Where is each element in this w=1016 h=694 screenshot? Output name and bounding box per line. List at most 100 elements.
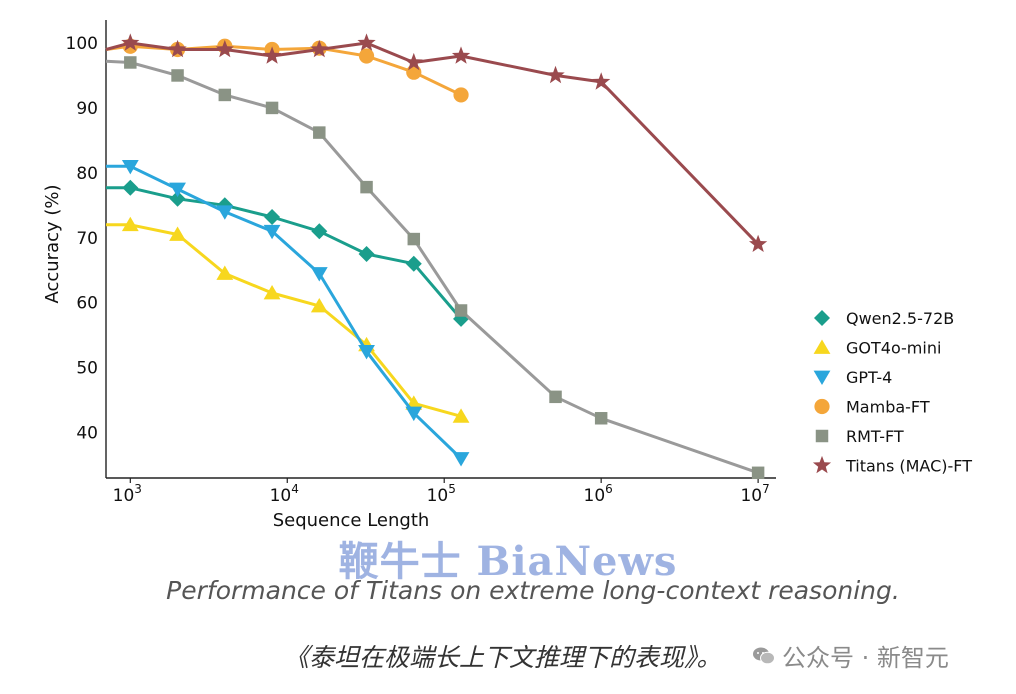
data-point: [592, 72, 611, 90]
data-point: [405, 406, 423, 422]
y-tick-label: 40: [76, 424, 98, 444]
data-point: [358, 48, 375, 64]
series-got4o-mini: [106, 216, 470, 423]
series-rmt-ft: [105, 56, 765, 480]
data-point: [310, 297, 328, 313]
data-point: [357, 33, 376, 51]
x-tick-label: 106: [584, 482, 613, 506]
data-point: [594, 412, 608, 425]
y-tick-label: 50: [76, 359, 98, 379]
data-point: [264, 208, 281, 225]
y-tick-label: 80: [76, 164, 98, 184]
data-point: [216, 265, 234, 280]
data-point: [263, 224, 281, 240]
x-tick-label: 105: [427, 482, 456, 506]
data-point: [405, 255, 422, 272]
wechat-icon: [753, 647, 775, 664]
data-point: [406, 64, 422, 80]
data-point: [121, 216, 139, 232]
x-tick-label: 107: [740, 482, 769, 506]
data-point: [360, 180, 373, 194]
legend-label: Titans (MAC)-FT: [845, 457, 972, 476]
legend-marker: [812, 455, 832, 474]
legend-label: Mamba-FT: [846, 398, 930, 417]
series-titans-mac-ft: [105, 33, 768, 252]
legend-item: Mamba-FT: [814, 398, 930, 417]
legend-marker: [813, 370, 831, 385]
data-point: [358, 344, 375, 360]
series-line: [105, 59, 759, 475]
x-tick-label: 103: [113, 482, 142, 506]
wechat-account: 公众号 · 新智元: [752, 638, 949, 673]
data-point: [404, 52, 423, 71]
x-tick-base: 10: [270, 486, 292, 506]
x-axis-title: Sequence Length: [273, 510, 430, 531]
watermark: 鞭牛士 BiaNews: [338, 538, 678, 585]
x-tick-base: 10: [584, 486, 606, 506]
y-axis-title: Accuracy (%): [42, 184, 63, 303]
series-line: [106, 186, 463, 320]
data-point: [452, 452, 470, 467]
x-tick-exponent: 3: [134, 482, 142, 496]
legend-item: RMT-FT: [815, 427, 904, 446]
data-point: [122, 179, 139, 196]
data-point: [358, 246, 375, 262]
data-point: [121, 159, 139, 175]
data-point: [310, 267, 328, 282]
data-point: [549, 390, 562, 404]
x-tick-exponent: 5: [448, 482, 456, 496]
x-tick-base: 10: [740, 486, 762, 506]
series-gpt-4: [106, 159, 470, 467]
data-point: [263, 284, 281, 300]
data-point: [311, 223, 328, 240]
data-point: [169, 182, 186, 198]
data-point: [262, 46, 282, 64]
series-line: [106, 164, 463, 460]
data-point: [169, 226, 186, 241]
series-layer: [105, 33, 768, 480]
legend: Qwen2.5-72B GOT4o-mini GPT-4 Mamba-FT RMT-FT…: [812, 309, 972, 476]
data-point: [265, 101, 279, 115]
data-point: [313, 126, 326, 139]
data-point: [124, 56, 137, 69]
legend-marker: [813, 339, 831, 354]
data-point: [451, 46, 471, 64]
legend-marker: [814, 310, 830, 326]
data-point: [452, 408, 470, 423]
legend-item: Qwen2.5-72B: [814, 309, 954, 328]
data-point: [407, 232, 421, 246]
x-tick-base: 10: [113, 486, 135, 506]
data-point: [546, 65, 565, 84]
x-tick-exponent: 7: [762, 482, 770, 496]
x-tick-label: 104: [270, 482, 299, 506]
data-point: [171, 69, 184, 82]
series-line: [106, 223, 462, 418]
x-tick-exponent: 6: [605, 482, 613, 496]
x-tick-base: 10: [427, 486, 449, 506]
y-tick-label: 100: [66, 34, 98, 54]
data-point: [751, 466, 765, 480]
legend-label: GPT-4: [846, 368, 892, 387]
data-point: [218, 88, 232, 102]
y-tick-label: 90: [76, 99, 98, 119]
data-point: [453, 87, 469, 103]
legend-label: Qwen2.5-72B: [846, 309, 954, 328]
data-point: [749, 234, 768, 252]
data-point: [215, 39, 234, 58]
data-point: [169, 190, 186, 207]
y-tick-label: 70: [76, 229, 98, 249]
legend-item: GPT-4: [813, 368, 892, 387]
data-point: [168, 39, 187, 58]
legend-label: GOT4o-mini: [846, 339, 941, 358]
legend-marker: [814, 398, 830, 415]
caption-cn: 《泰坦在极端长上下文推理下的表现》。: [284, 643, 722, 672]
data-point: [454, 304, 468, 317]
data-point: [121, 33, 140, 51]
series-qwen2-5-72b: [106, 179, 470, 327]
x-tick-exponent: 4: [291, 482, 299, 496]
series-line: [105, 41, 760, 246]
caption-en: Performance of Titans on extreme long-co…: [166, 576, 900, 605]
data-point: [216, 205, 234, 220]
